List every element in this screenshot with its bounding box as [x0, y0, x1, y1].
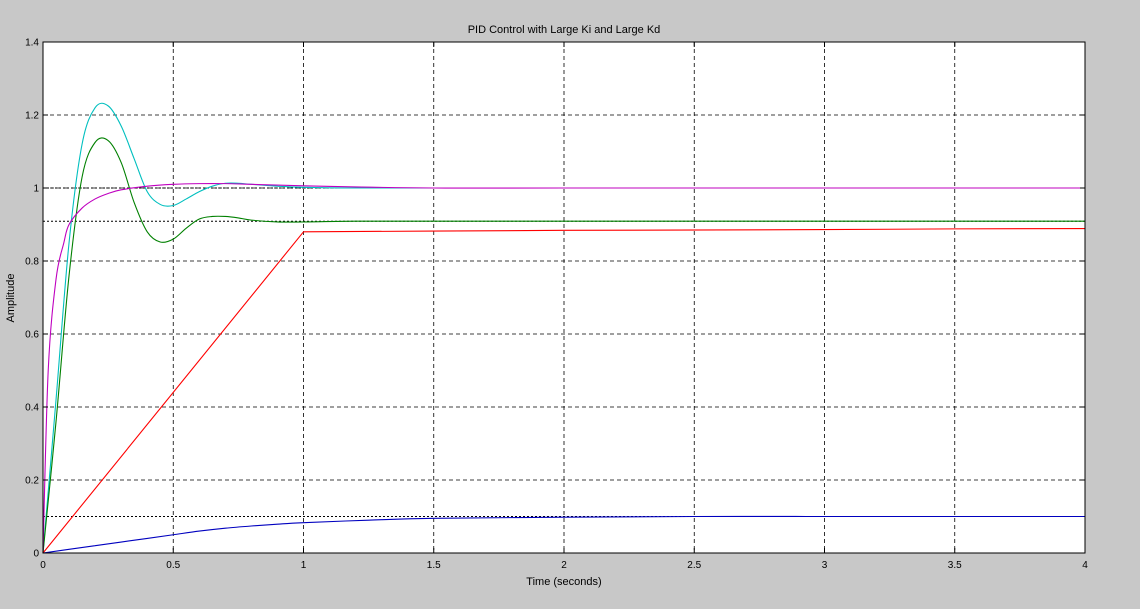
- x-tick-label: 0.5: [166, 560, 180, 571]
- y-tick-label: 0.2: [25, 476, 39, 487]
- series-line-3: [42, 182, 1085, 554]
- chart-title: PID Control with Large Ki and Large Kd: [468, 24, 661, 36]
- y-tick-label: 0: [33, 549, 39, 560]
- x-tick-label: 1: [301, 560, 307, 571]
- series-group: [42, 102, 1086, 554]
- series-line-2: [42, 137, 1085, 554]
- x-tick-label: 4: [1082, 560, 1088, 571]
- y-tick-label: 0.6: [25, 330, 39, 341]
- series-line-5: [42, 515, 1085, 554]
- y-tick-label: 1.2: [25, 111, 39, 122]
- x-axis-label: Time (seconds): [526, 576, 601, 588]
- x-tick-label: 2: [561, 560, 567, 571]
- y-tick-label: 0.8: [25, 257, 39, 268]
- axis-ticks: 0 0.5 1 1.5 2 2.5 3 3.5 4 0 0.2 0.4 0.6 0.8 1 1.2 1.4: [25, 38, 1088, 572]
- x-tick-label: 0: [40, 560, 46, 571]
- x-tick-label: 3.5: [948, 560, 962, 571]
- x-tick-label: 2.5: [687, 560, 701, 571]
- y-tick-label: 0.4: [25, 403, 39, 414]
- series-line-4: [42, 227, 1086, 554]
- y-tick-label: 1.4: [25, 38, 39, 49]
- y-axis-label: Amplitude: [5, 274, 17, 323]
- x-tick-label: 3: [822, 560, 828, 571]
- y-tick-label: 1: [33, 184, 39, 195]
- x-tick-label: 1.5: [427, 560, 441, 571]
